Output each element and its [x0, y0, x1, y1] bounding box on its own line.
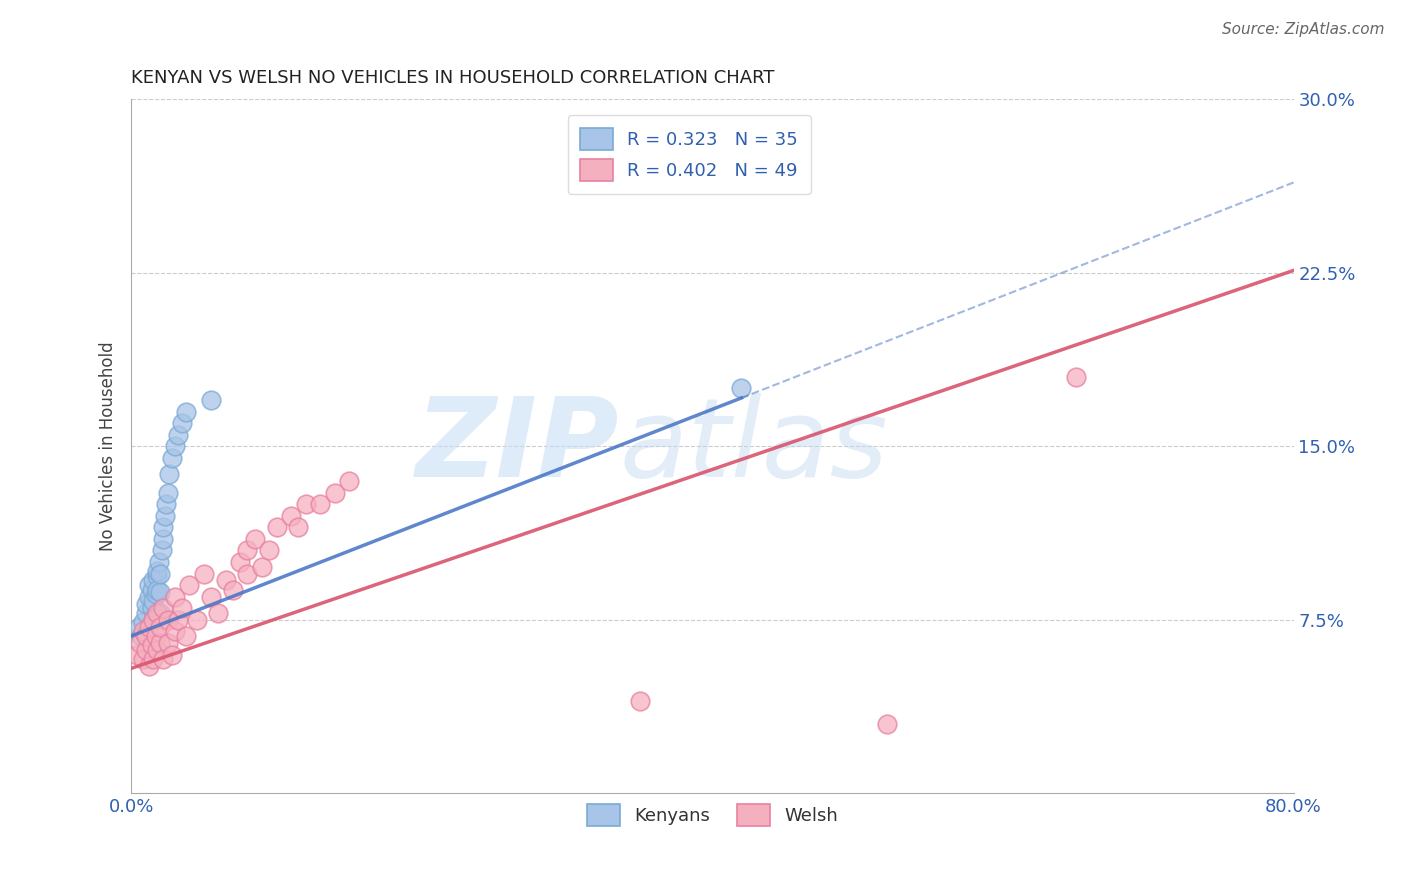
Point — [149, 636, 172, 650]
Text: atlas: atlas — [620, 392, 889, 500]
Point — [132, 624, 155, 639]
Point — [280, 508, 302, 523]
Point — [135, 643, 157, 657]
Point — [125, 648, 148, 662]
Point — [157, 467, 180, 481]
Point — [146, 564, 169, 578]
Point — [152, 520, 174, 534]
Point — [138, 590, 160, 604]
Point — [294, 497, 316, 511]
Point — [143, 610, 166, 624]
Point — [163, 439, 186, 453]
Point — [337, 474, 360, 488]
Text: KENYAN VS WELSH NO VEHICLES IN HOUSEHOLD CORRELATION CHART: KENYAN VS WELSH NO VEHICLES IN HOUSEHOLD… — [131, 69, 775, 87]
Point — [152, 652, 174, 666]
Point — [172, 601, 194, 615]
Point — [146, 643, 169, 657]
Point — [236, 543, 259, 558]
Point — [135, 606, 157, 620]
Legend: Kenyans, Welsh: Kenyans, Welsh — [579, 797, 845, 833]
Point — [250, 559, 273, 574]
Point — [150, 543, 173, 558]
Point — [141, 582, 163, 597]
Point — [129, 636, 152, 650]
Point — [160, 648, 183, 662]
Point — [152, 532, 174, 546]
Point — [149, 620, 172, 634]
Point — [138, 620, 160, 634]
Point — [141, 638, 163, 652]
Point — [149, 606, 172, 620]
Point — [186, 613, 208, 627]
Point — [156, 636, 179, 650]
Point — [628, 694, 651, 708]
Point — [222, 582, 245, 597]
Point — [142, 652, 165, 666]
Text: Source: ZipAtlas.com: Source: ZipAtlas.com — [1222, 22, 1385, 37]
Point — [323, 485, 346, 500]
Point — [145, 629, 167, 643]
Point — [200, 392, 222, 407]
Point — [215, 574, 238, 588]
Point — [142, 613, 165, 627]
Point — [193, 566, 215, 581]
Point — [149, 566, 172, 581]
Point — [138, 659, 160, 673]
Point — [132, 615, 155, 629]
Point — [730, 381, 752, 395]
Point — [156, 613, 179, 627]
Point — [153, 508, 176, 523]
Point — [135, 597, 157, 611]
Point — [131, 629, 153, 643]
Point — [176, 404, 198, 418]
Point — [166, 613, 188, 627]
Point — [142, 574, 165, 588]
Point — [166, 427, 188, 442]
Point — [142, 613, 165, 627]
Point — [179, 578, 201, 592]
Point — [163, 624, 186, 639]
Point — [142, 594, 165, 608]
Point — [287, 520, 309, 534]
Point — [146, 582, 169, 597]
Point — [145, 587, 167, 601]
Point — [243, 532, 266, 546]
Point — [146, 606, 169, 620]
Point — [160, 450, 183, 465]
Text: ZIP: ZIP — [416, 392, 620, 500]
Point — [309, 497, 332, 511]
Point — [148, 555, 170, 569]
Point — [1064, 369, 1087, 384]
Point — [259, 543, 281, 558]
Point — [236, 566, 259, 581]
Point — [141, 601, 163, 615]
Point — [149, 585, 172, 599]
Point — [163, 590, 186, 604]
Point — [176, 629, 198, 643]
Point — [132, 652, 155, 666]
Point — [200, 590, 222, 604]
Point — [138, 578, 160, 592]
Point — [229, 555, 252, 569]
Point — [266, 520, 288, 534]
Point — [128, 620, 150, 634]
Point — [207, 606, 229, 620]
Point — [876, 717, 898, 731]
Point — [135, 629, 157, 643]
Y-axis label: No Vehicles in Household: No Vehicles in Household — [100, 342, 117, 551]
Point — [156, 485, 179, 500]
Point — [172, 416, 194, 430]
Point — [155, 497, 177, 511]
Point — [146, 569, 169, 583]
Point — [152, 601, 174, 615]
